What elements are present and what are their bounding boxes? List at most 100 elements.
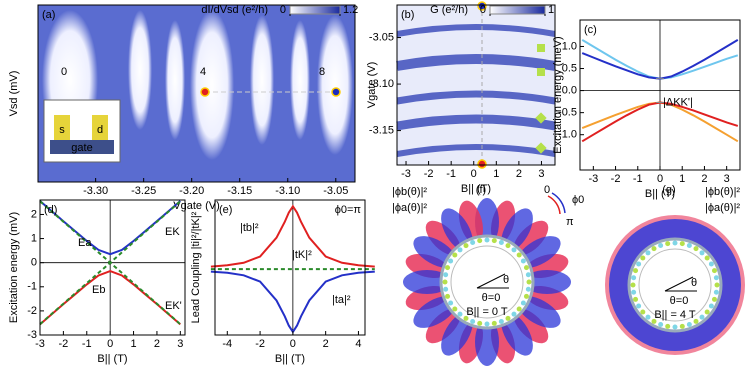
y-axis-label: Lead Coupling |ti|²/|tK|² [190, 211, 202, 323]
heatmap-band [396, 54, 556, 71]
heatmap-band [396, 114, 556, 131]
inset-d [92, 115, 108, 140]
x-axis-label: B|| (T) [97, 353, 127, 365]
atom [711, 296, 717, 302]
marker [200, 87, 210, 97]
x-tick-label: 3 [724, 173, 730, 185]
heatmap-blob [165, 20, 185, 140]
x-axis-label: B|| (T) [461, 183, 491, 195]
atom [516, 252, 522, 258]
x-tick-label: 1 [493, 168, 499, 180]
x-tick-label: -2 [424, 168, 434, 180]
angle-label: θ [503, 274, 509, 286]
y-tick-label: -1 [27, 281, 37, 293]
atom [498, 240, 504, 246]
x-tick-label: 0 [471, 168, 477, 180]
atom [445, 265, 451, 271]
atom [505, 243, 511, 249]
atom [443, 272, 449, 278]
atom [516, 306, 522, 312]
series-label: Eb [92, 284, 105, 296]
atom [658, 321, 664, 327]
y-axis-label: Excitation energy (mV) [8, 212, 20, 323]
colorbar-label: dI/dVsd (e²/h) [201, 4, 268, 16]
x-tick-label: -3 [401, 168, 411, 180]
atom [651, 246, 657, 252]
lobe-b [513, 308, 549, 344]
atom [526, 279, 532, 285]
atom [491, 320, 497, 326]
ring-inner [638, 248, 712, 322]
colorbar-tick-label: 0 [280, 4, 286, 16]
atom [636, 303, 642, 309]
marker [535, 142, 547, 154]
x-tick-label: -3.30 [83, 185, 108, 197]
atom [640, 255, 646, 261]
atom [477, 320, 483, 326]
lobe-b [425, 308, 461, 344]
y-tick-label: 2 [31, 208, 37, 220]
atom [658, 243, 664, 249]
legend-a: |ϕa(θ)|² [392, 202, 427, 214]
atom [672, 240, 678, 246]
y-tick-label: -0.5 [558, 107, 577, 119]
atom [633, 296, 639, 302]
atom [525, 286, 531, 292]
atom [443, 286, 449, 292]
panel-label: (a) [42, 9, 55, 21]
atom [693, 318, 699, 324]
series-label: |ta|² [332, 294, 351, 306]
x-tick-label: 2 [701, 173, 707, 185]
panel-label: (e) [219, 204, 232, 216]
orbital-diagram [605, 215, 745, 355]
state-label: 8 [319, 66, 325, 78]
x-tick-label: -3 [588, 173, 598, 185]
atom [525, 272, 531, 278]
series-label: EK [165, 226, 180, 238]
lobe-a [475, 318, 499, 366]
series-line [210, 204, 375, 268]
x-tick-label: 1 [130, 338, 136, 350]
legend-b: |ϕb(θ)|² [705, 186, 740, 198]
ring-inner [450, 245, 524, 319]
atom [693, 246, 699, 252]
atom [484, 237, 490, 243]
state-label: 4 [200, 66, 206, 78]
heatmap-band [396, 144, 556, 157]
annotation: |ΔKK'| [663, 96, 693, 108]
atom [665, 323, 671, 329]
lobe-b [513, 220, 549, 256]
heatmap-blob [190, 10, 234, 160]
x-axis-label: B|| (T) [275, 353, 305, 365]
inset-label: s [59, 124, 65, 136]
y-axis-label: Vgate (V) [366, 62, 378, 108]
atom [665, 241, 671, 247]
x-tick-label: -2 [611, 173, 621, 185]
orbital-diagram [403, 198, 571, 366]
colorbar [289, 5, 341, 15]
heatmap-band [396, 24, 556, 37]
atom [520, 300, 526, 306]
atom [498, 318, 504, 324]
y-tick-label: 1 [31, 232, 37, 244]
atom [463, 315, 469, 321]
atom [645, 314, 651, 320]
x-tick-label: 3 [177, 338, 183, 350]
x-tick-label: 0 [290, 338, 296, 350]
atom [631, 275, 637, 281]
field-label: B|| = 0 T [466, 306, 508, 318]
atom [463, 243, 469, 249]
x-tick-label: 1 [679, 173, 685, 185]
inset-gate [50, 140, 114, 154]
atom [448, 258, 454, 264]
atom [448, 300, 454, 306]
atom [505, 315, 511, 321]
phase-label: ϕ0 [572, 194, 584, 206]
plot-frame [37, 4, 356, 183]
phase-arc [551, 192, 566, 214]
x-tick-label: 0 [107, 338, 113, 350]
atom [714, 282, 720, 288]
atom [491, 238, 497, 244]
atom [457, 311, 463, 317]
x-tick-label: -2 [255, 338, 265, 350]
